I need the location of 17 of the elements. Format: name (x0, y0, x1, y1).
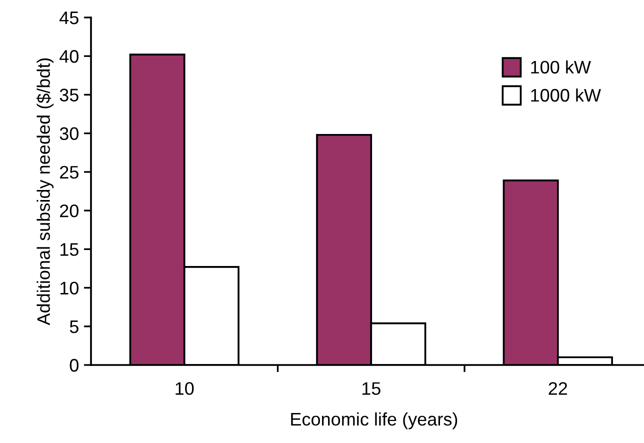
y-tick-label: 20 (60, 204, 78, 218)
y-tick-label: 0 (70, 358, 78, 372)
x-axis-title: Economic life (years) (291, 412, 458, 430)
x-tick-label: 22 (548, 382, 568, 395)
y-tick-label: 35 (60, 88, 78, 102)
y-tick-label: 30 (60, 127, 78, 140)
y-axis-title: Additional subsidy needed ($/bdt) (36, 58, 54, 326)
y-tick-label: 15 (60, 243, 78, 256)
x-tick-label: 15 (362, 382, 380, 395)
y-tick-label: 10 (60, 282, 78, 294)
y-tick-label: 40 (60, 50, 78, 63)
y-tick-label: 25 (60, 166, 78, 179)
y-tick-label: 45 (60, 12, 78, 24)
y-tick-label: 5 (70, 320, 78, 334)
x-tick-label: 10 (176, 382, 194, 395)
legend-label: 100 kW (531, 60, 591, 74)
legend-label: 1000 kW (531, 88, 601, 102)
